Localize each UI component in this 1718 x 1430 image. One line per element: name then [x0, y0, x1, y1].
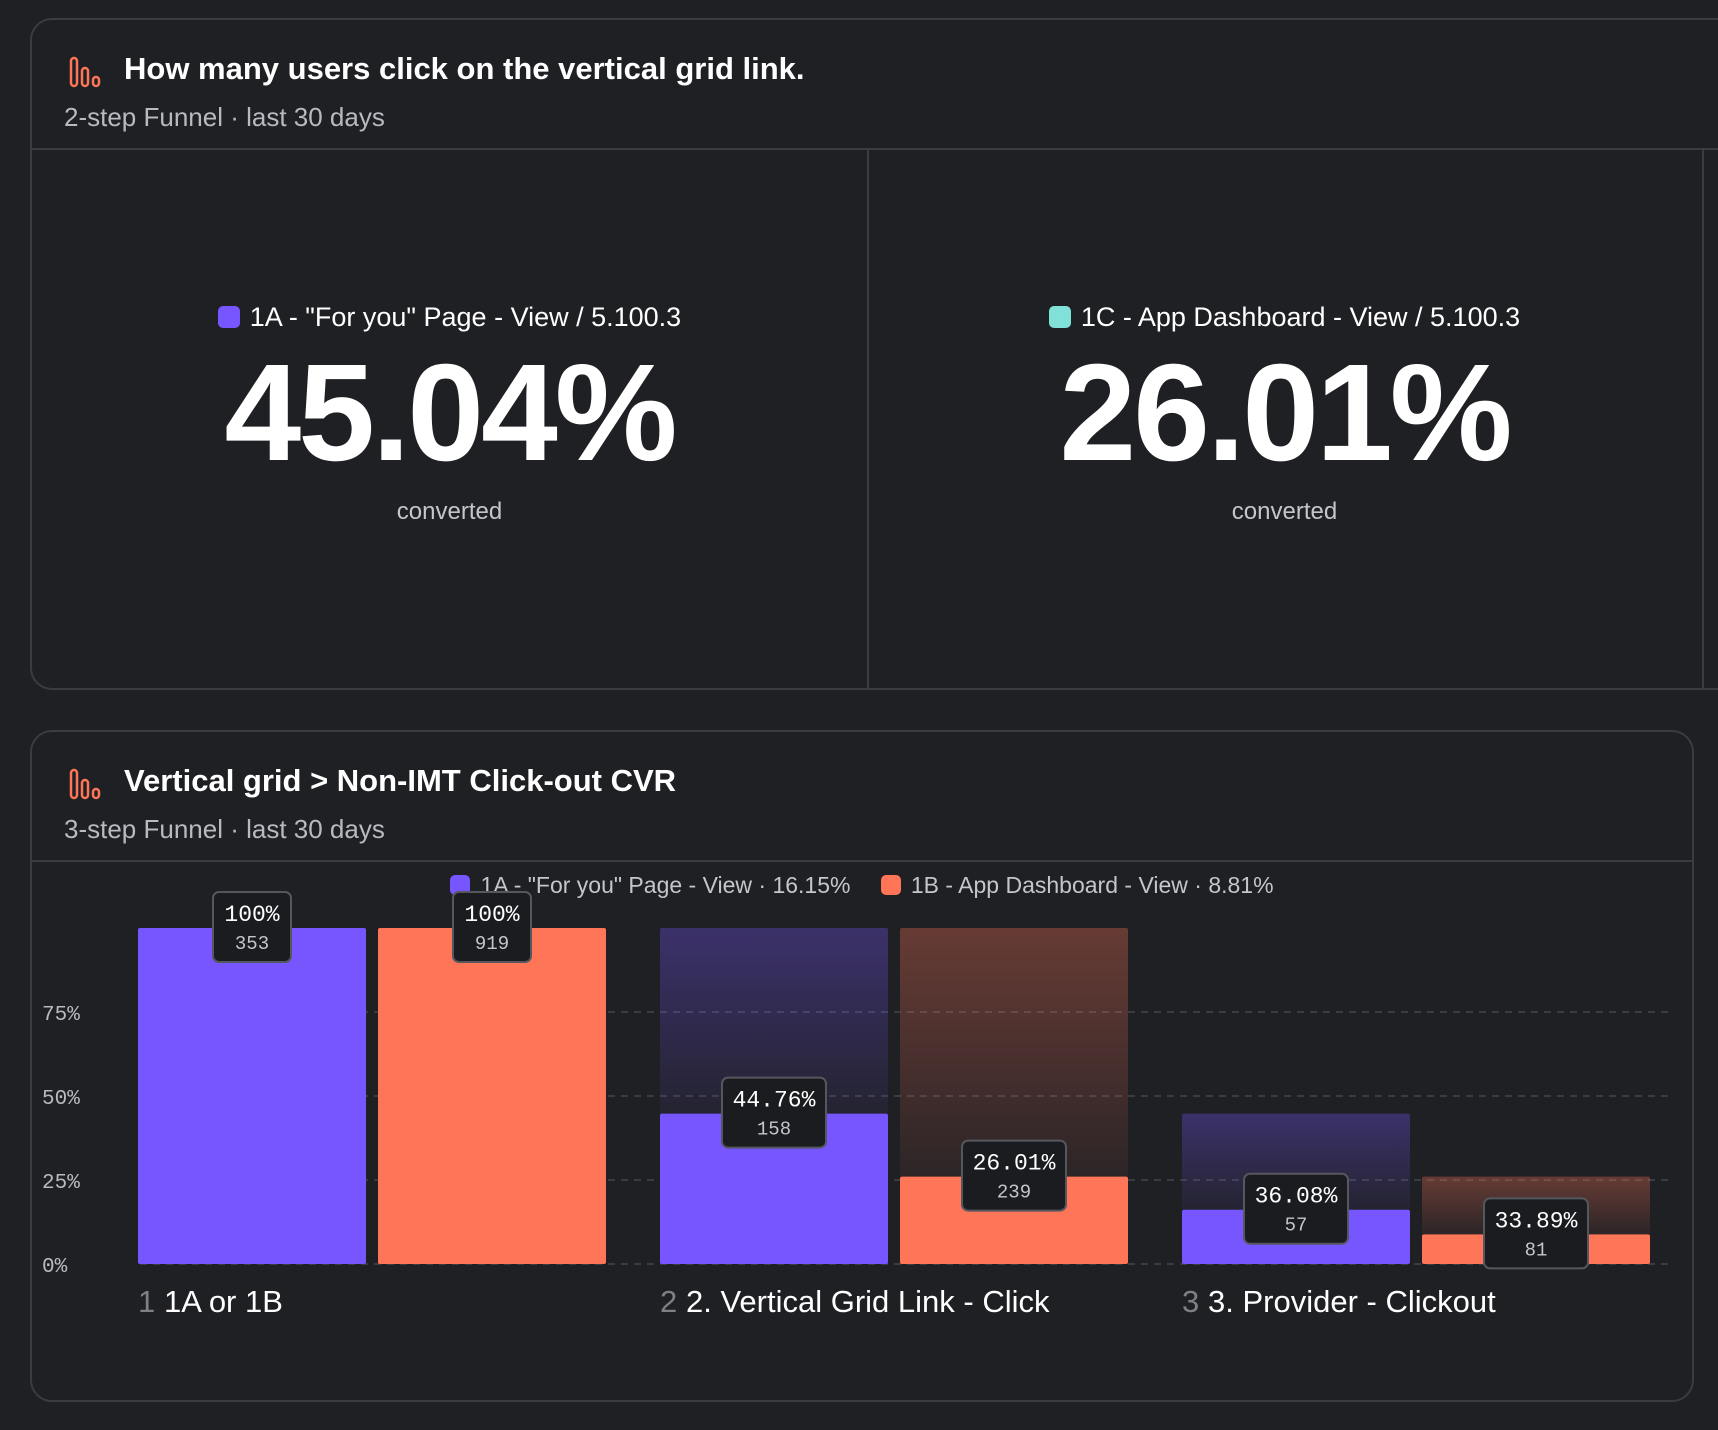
step-label[interactable]: 2. Vertical Grid Link - Click: [686, 1284, 1050, 1319]
legend-item-1b[interactable]: 1B - App Dashboard - View · 8.81%: [880, 872, 1274, 899]
funnel-chart-icon: [69, 56, 101, 88]
value-label-box: [721, 1076, 827, 1149]
value-label-percent: 36.08%: [1255, 1184, 1338, 1210]
dropoff-bar[interactable]: [1182, 1113, 1410, 1210]
funnel-bar[interactable]: [138, 928, 366, 1264]
metric-caption: converted: [396, 498, 503, 525]
value-label-percent: 26.01%: [973, 1151, 1056, 1177]
bar-value-label[interactable]: 100% 353: [212, 891, 292, 963]
report-card-vertical-grid-clicks: How many users click on the vertical gri…: [30, 18, 1718, 690]
funnel-bar-chart: 0% 25% 50% 75% 100% 353 100% 919 1 1A or 1B 44.76%…: [42, 891, 1672, 1319]
value-label-count: 239: [997, 1182, 1031, 1204]
y-tick-label: 0%: [42, 1256, 68, 1279]
value-label-box: [452, 891, 532, 963]
step-number: 1: [138, 1284, 155, 1319]
value-label-count: 81: [1525, 1239, 1548, 1261]
metric-value: 26.01%: [1059, 336, 1512, 490]
metric-label: 1A - "For you" Page - View / 5.100.3: [32, 300, 867, 334]
step-label[interactable]: 1A or 1B: [164, 1284, 283, 1319]
report-card-click-out-cvr: Vertical grid > Non-IMT Click-out CVR 3-…: [30, 730, 1694, 1402]
value-label-percent: 100%: [224, 902, 279, 928]
report-subtitle: 2-step Funnel · last 30 days: [64, 102, 385, 132]
value-label-box: [1483, 1197, 1589, 1270]
value-label-count: 353: [235, 933, 269, 955]
dropoff-bar[interactable]: [660, 928, 888, 1114]
funnel-chart-icon: [69, 768, 101, 800]
metric-value: 45.04%: [224, 336, 677, 490]
value-label-box: [1243, 1172, 1349, 1245]
metric-caption: converted: [1231, 498, 1338, 525]
bar-value-label[interactable]: 36.08% 57: [1243, 1172, 1349, 1245]
value-label-percent: 33.89%: [1495, 1208, 1578, 1234]
report-header: How many users click on the vertical gri…: [32, 20, 1718, 150]
value-label-count: 158: [757, 1119, 791, 1141]
legend-swatch-purple: [450, 875, 471, 895]
report-title[interactable]: How many users click on the vertical gri…: [124, 51, 805, 86]
value-label-count: 57: [1285, 1215, 1308, 1237]
bar-value-label[interactable]: 26.01% 239: [961, 1139, 1067, 1212]
legend-swatch-teal: [1048, 306, 1071, 328]
y-tick-label: 25%: [42, 1172, 80, 1195]
value-label-percent: 44.76%: [733, 1088, 816, 1114]
report-header: Vertical grid > Non-IMT Click-out CVR 3-…: [32, 732, 1692, 862]
value-label-count: 919: [475, 933, 509, 955]
y-tick-label: 50%: [42, 1088, 80, 1111]
legend-swatch-orange: [880, 875, 901, 895]
metric-label: 1C - App Dashboard - View / 5.100.3: [867, 300, 1702, 334]
metric-1c-app-dashboard: 1C - App Dashboard - View / 5.100.3 26.0…: [867, 148, 1704, 688]
chart-legend: 1A - "For you" Page - View · 16.15% 1B -…: [32, 872, 1692, 899]
bar-value-label[interactable]: 44.76% 158: [721, 1076, 827, 1149]
funnel-bar[interactable]: [900, 1176, 1128, 1264]
step-number: 3: [1182, 1284, 1199, 1319]
report-title[interactable]: Vertical grid > Non-IMT Click-out CVR: [124, 763, 677, 798]
value-label-percent: 100%: [464, 902, 519, 928]
metric-1a-for-you-page: 1A - "For you" Page - View / 5.100.3 45.…: [32, 148, 869, 688]
dropoff-bar[interactable]: [900, 928, 1128, 1177]
value-label-box: [961, 1139, 1067, 1212]
funnel-bar[interactable]: [660, 1113, 888, 1264]
value-label-box: [212, 891, 292, 963]
report-subtitle: 3-step Funnel · last 30 days: [64, 814, 385, 844]
funnel-bar[interactable]: [378, 928, 606, 1264]
legend-swatch-purple: [217, 306, 240, 328]
step-number: 2: [660, 1284, 677, 1319]
bar-value-label[interactable]: 33.89% 81: [1483, 1197, 1589, 1270]
y-tick-label: 75%: [42, 1004, 80, 1027]
step-label[interactable]: 3. Provider - Clickout: [1208, 1284, 1496, 1319]
bar-value-label[interactable]: 100% 919: [452, 891, 532, 963]
legend-item-1a[interactable]: 1A - "For you" Page - View · 16.15%: [450, 872, 850, 899]
